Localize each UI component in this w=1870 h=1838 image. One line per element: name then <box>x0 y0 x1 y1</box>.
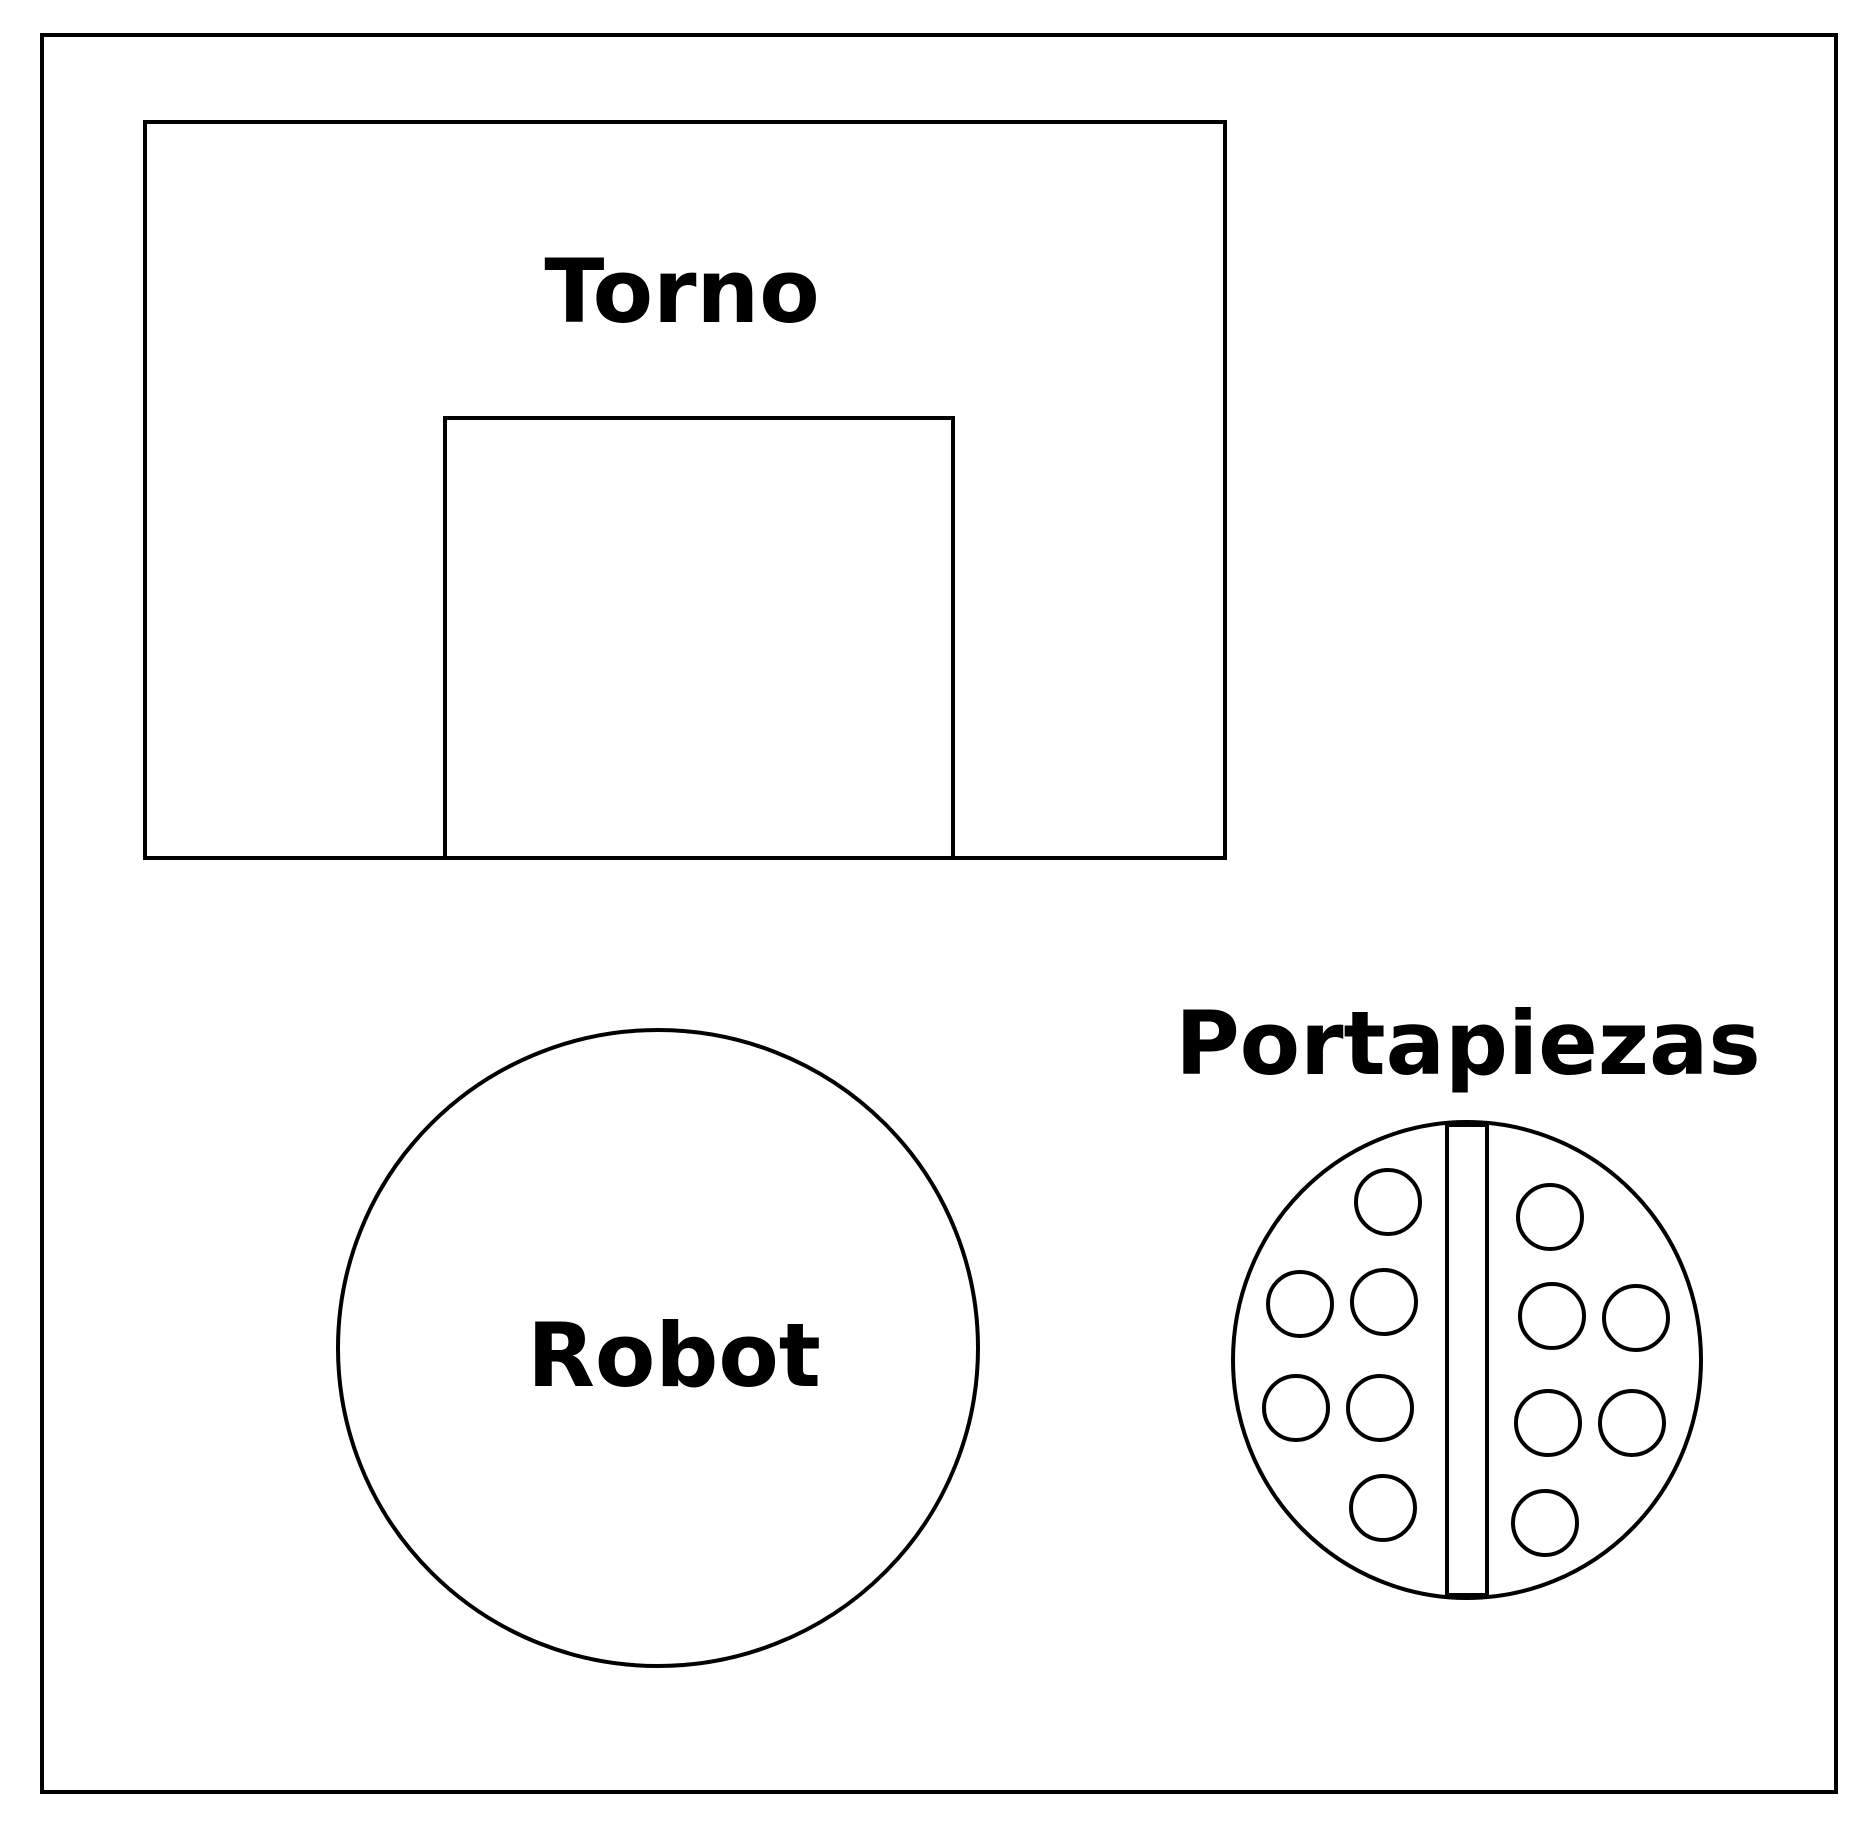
part-slot-right <box>1602 1284 1670 1352</box>
part-holder-divider <box>1445 1123 1489 1597</box>
part-holder-slots <box>1262 1168 1670 1557</box>
part-slot-right <box>1598 1389 1666 1457</box>
lathe-body <box>143 120 1227 860</box>
part-slot-right <box>1518 1282 1586 1350</box>
lathe-label: Torno <box>544 240 819 343</box>
part-holder-label: Portapiezas <box>1175 992 1761 1095</box>
part-slot-left <box>1354 1168 1422 1236</box>
part-slot-right <box>1511 1489 1579 1557</box>
part-slot-right <box>1514 1389 1582 1457</box>
part-slot-right <box>1516 1183 1584 1251</box>
workcell-boundary <box>40 33 1838 1794</box>
part-slot-left <box>1266 1270 1334 1338</box>
lathe-door <box>443 416 955 860</box>
part-slot-left <box>1346 1374 1414 1442</box>
robot-base <box>336 1028 980 1668</box>
robot: Robot <box>336 1028 980 1668</box>
part-slot-left <box>1349 1474 1417 1542</box>
robot-label: Robot <box>527 1304 821 1407</box>
part-holder: Portapiezas <box>1175 992 1761 1600</box>
part-holder-plate <box>1231 1120 1703 1600</box>
part-slot-left <box>1262 1374 1330 1442</box>
lathe: Torno <box>143 120 1227 860</box>
part-slot-left <box>1350 1268 1418 1336</box>
